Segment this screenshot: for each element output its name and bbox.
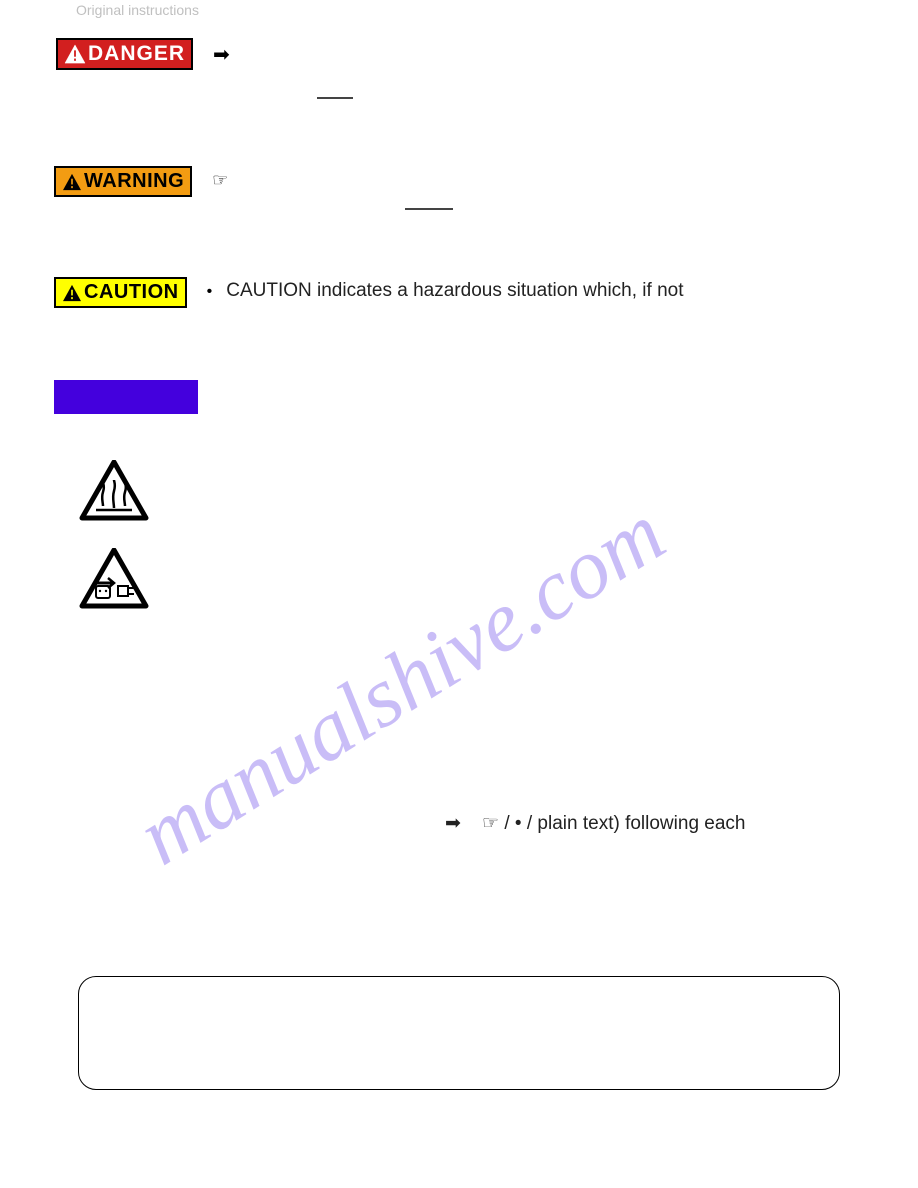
- caution-description: CAUTION indicates a hazardous situation …: [226, 279, 683, 304]
- warning-triangle-icon: [62, 173, 82, 191]
- warning-triangle-icon: [64, 44, 86, 64]
- original-instructions-text: Original instructions: [76, 2, 199, 18]
- arrow-bullet-icon: ➡: [213, 42, 230, 67]
- warning-row: WARNING ☞: [54, 166, 228, 197]
- remark-line: ➡ ☞ / • / plain text) following each: [445, 812, 745, 835]
- hot-surface-icon: [78, 460, 150, 529]
- caution-label: CAUTION: [54, 277, 187, 308]
- note-box: [78, 976, 840, 1090]
- plain-text-remark: / • / plain text) following each: [504, 813, 745, 834]
- warning-label-text: WARNING: [84, 170, 184, 193]
- danger-label: DANGER: [56, 38, 193, 70]
- underline-1: [317, 97, 353, 99]
- notice-label: [54, 380, 198, 414]
- arrow-icon: ➡: [445, 813, 461, 834]
- hand-icon: ☞: [482, 813, 499, 834]
- dot-bullet-icon: •: [207, 283, 213, 301]
- caution-label-text: CAUTION: [84, 281, 179, 304]
- warning-triangle-icon: [62, 284, 82, 302]
- underline-2: [405, 208, 453, 210]
- danger-label-text: DANGER: [88, 42, 185, 66]
- pointing-hand-icon: ☞: [212, 170, 228, 191]
- warning-label: WARNING: [54, 166, 192, 197]
- danger-row: DANGER ➡: [56, 38, 230, 70]
- caution-row: CAUTION • CAUTION indicates a hazardous …: [54, 277, 684, 308]
- unplug-icon: [78, 548, 150, 617]
